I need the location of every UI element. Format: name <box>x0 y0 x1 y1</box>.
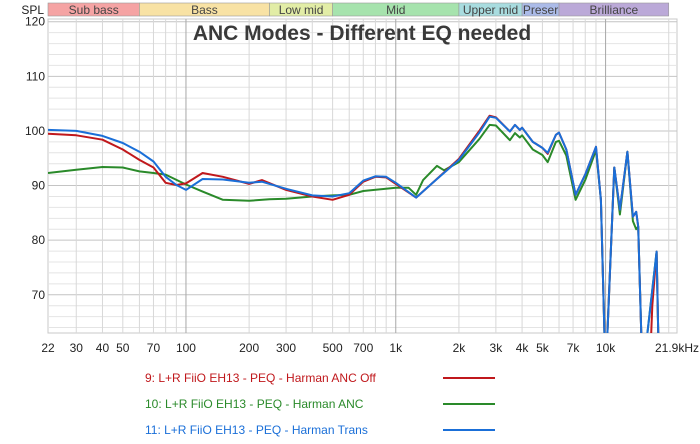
x-tick-label: 4k <box>516 341 530 355</box>
spl-label: SPL <box>21 3 44 17</box>
y-tick-label: 110 <box>26 69 45 83</box>
x-tick-label: 100 <box>176 341 196 355</box>
plot-area <box>47 18 678 334</box>
series-line-3 <box>48 115 660 333</box>
legend-label: 9: L+R FiiO EH13 - PEQ - Harman ANC Off <box>145 371 377 385</box>
band-label: Mid <box>386 3 405 17</box>
band-label: Preser <box>523 3 558 17</box>
y-tick-label: 120 <box>25 15 45 29</box>
band-brilliance <box>558 2 670 17</box>
x-tick-label: 200 <box>239 341 259 355</box>
x-tick-label: 70 <box>147 341 161 355</box>
x-tick-label: 2k <box>453 341 467 355</box>
y-tick-label: 80 <box>32 233 46 247</box>
band-label: Low mid <box>279 3 324 17</box>
x-tick-label: 500 <box>323 341 343 355</box>
y-tick-label: 100 <box>25 124 45 138</box>
y-tick-label: 90 <box>32 179 46 193</box>
x-tick-label: 22 <box>41 341 55 355</box>
legend-label: 11: L+R FiiO EH13 - PEQ - Harman Trans <box>145 423 368 437</box>
band-label: Sub bass <box>69 3 119 17</box>
x-tick-label: 7k <box>567 341 581 355</box>
y-tick-label: 70 <box>32 288 46 302</box>
band-label: Brilliance <box>590 3 639 17</box>
x-tick-label: 21.9kHz <box>655 341 699 355</box>
chart-title: ANC Modes - Different EQ needed <box>193 22 531 45</box>
x-tick-label: 5k <box>536 341 550 355</box>
legend: 9: L+R FiiO EH13 - PEQ - Harman ANC Off 1… <box>145 371 495 437</box>
x-tick-label: 3k <box>490 341 504 355</box>
band-label: Bass <box>191 3 218 17</box>
series-lines <box>48 114 660 333</box>
x-tick-label: 50 <box>116 341 130 355</box>
frequency-bands: Sub bass Bass Low mid Mid Upper mid Preser Bri… <box>47 2 670 17</box>
x-tick-label: 40 <box>96 341 110 355</box>
axis-ticks: 22 30 40 50 70 100 200 300 500 700 1k 2k 3k 4k 5k 7k 10k… <box>25 15 699 355</box>
band-label: Upper mid <box>463 3 518 17</box>
x-tick-label: 10k <box>596 341 616 355</box>
x-tick-label: 1k <box>389 341 403 355</box>
x-tick-label: 30 <box>70 341 84 355</box>
x-tick-label: 300 <box>276 341 296 355</box>
grid <box>48 19 677 333</box>
x-tick-label: 700 <box>353 341 373 355</box>
legend-label: 10: L+R FiiO EH13 - PEQ - Harman ANC <box>145 397 364 411</box>
